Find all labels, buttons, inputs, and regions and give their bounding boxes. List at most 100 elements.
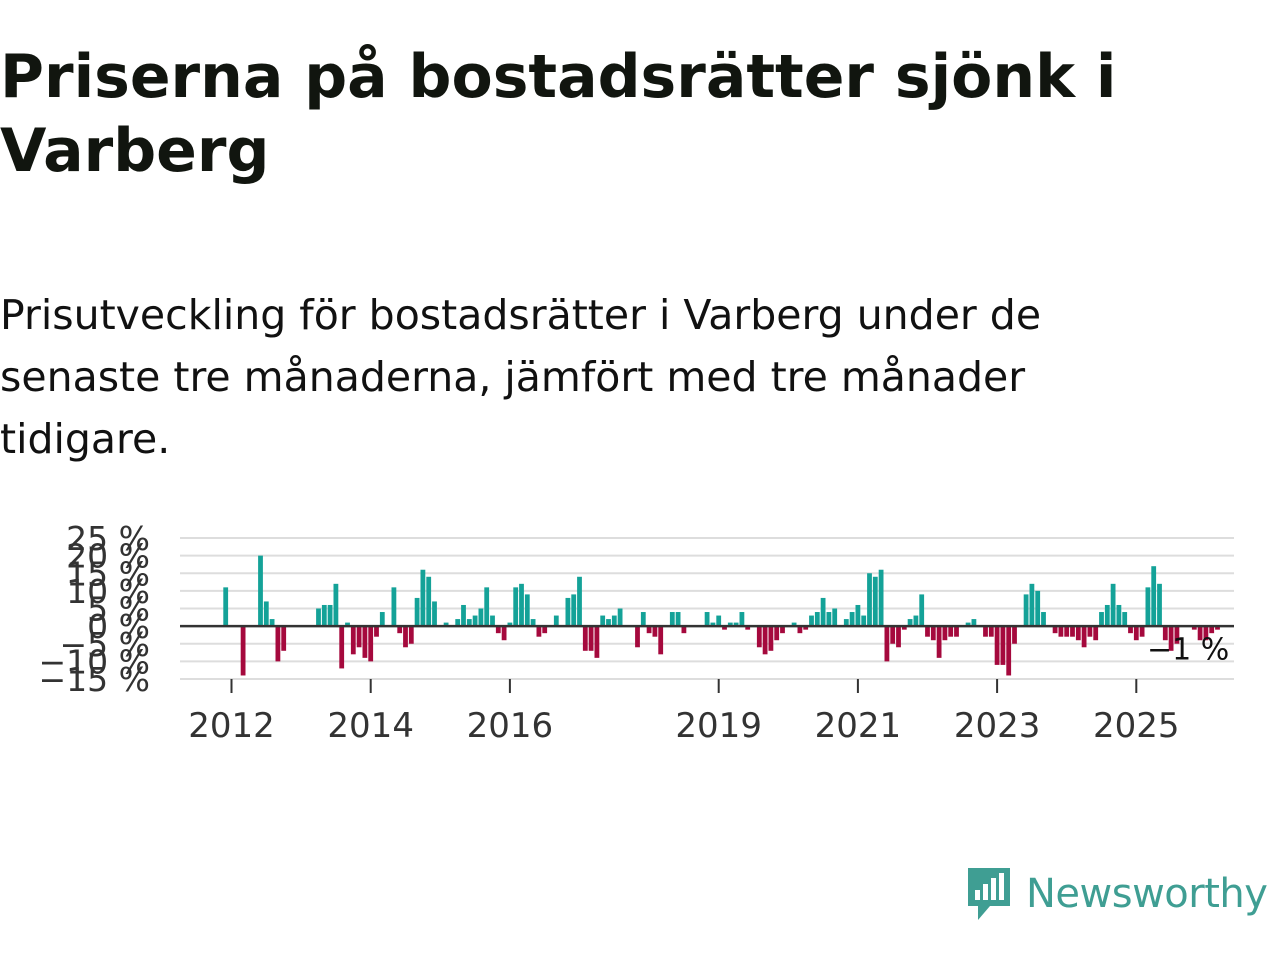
bar xyxy=(669,612,675,627)
x-tick-label: 2012 xyxy=(188,706,275,740)
bar xyxy=(611,615,617,627)
newsworthy-logo[interactable]: Newsworthy xyxy=(964,862,1268,926)
bar xyxy=(368,626,374,662)
bar xyxy=(733,622,739,627)
bar xyxy=(426,576,432,627)
bar xyxy=(832,608,838,627)
bar-series xyxy=(223,555,1220,676)
bar xyxy=(878,569,884,627)
bar xyxy=(397,626,403,634)
bar xyxy=(484,587,490,627)
bar xyxy=(617,608,623,627)
bar xyxy=(391,587,397,627)
bar xyxy=(466,619,472,627)
bar xyxy=(890,626,896,644)
bar xyxy=(826,612,832,627)
bar xyxy=(240,626,246,676)
bar xyxy=(408,626,414,644)
x-tick-label: 2014 xyxy=(327,706,414,740)
bar xyxy=(780,626,785,634)
bar xyxy=(1203,626,1209,641)
bar xyxy=(345,622,350,627)
bar xyxy=(1110,583,1116,627)
y-axis: 25 %20 %15 %10 %5 %0 %−5 %−10 %−15 % xyxy=(39,519,151,699)
bar xyxy=(588,626,594,651)
bar xyxy=(930,626,936,641)
bar xyxy=(756,626,762,648)
bar xyxy=(994,626,1000,665)
newsworthy-logo-icon xyxy=(968,868,1010,920)
bar xyxy=(263,601,269,627)
x-tick-label: 2016 xyxy=(467,706,554,740)
y-tick-label: −10 % xyxy=(39,642,151,681)
bar xyxy=(1191,626,1197,630)
bar xyxy=(1093,626,1099,641)
bar xyxy=(872,576,878,627)
bar xyxy=(600,615,606,627)
bar xyxy=(1052,626,1058,634)
bar xyxy=(1064,626,1070,637)
bar-chart: 25 %20 %15 %10 %5 %0 %−5 %−10 %−15 % 201… xyxy=(39,519,1234,740)
bar xyxy=(896,626,901,648)
bar xyxy=(553,615,559,627)
x-tick-label: 2019 xyxy=(675,706,762,740)
bar xyxy=(420,569,426,627)
x-axis: 2012 2014 2016 2019 2021 2023 2025 xyxy=(188,679,1180,740)
bar xyxy=(582,626,588,651)
bar xyxy=(1075,626,1081,641)
bar xyxy=(814,612,820,627)
bar xyxy=(722,626,727,630)
bar xyxy=(339,626,345,669)
bar xyxy=(258,555,263,627)
bar xyxy=(727,622,733,627)
bar xyxy=(1157,583,1162,627)
bar xyxy=(646,626,652,634)
bar xyxy=(936,626,942,658)
bar xyxy=(432,601,437,627)
bar xyxy=(1058,626,1064,637)
bar xyxy=(901,626,907,630)
bar xyxy=(327,604,333,627)
bar xyxy=(1023,594,1029,627)
bar xyxy=(374,626,379,637)
bar xyxy=(739,612,745,627)
last-value-label: −1 % xyxy=(1147,632,1229,667)
bar xyxy=(472,615,478,627)
bar xyxy=(269,619,275,627)
x-tick-label: 2023 xyxy=(954,706,1041,740)
bar xyxy=(988,626,994,637)
bar xyxy=(820,597,826,627)
bar xyxy=(716,615,722,627)
bar xyxy=(455,619,461,627)
bar xyxy=(913,615,919,627)
bar xyxy=(478,608,484,627)
bar xyxy=(1000,626,1006,665)
bar xyxy=(791,622,797,627)
y-tick-label: −5 % xyxy=(60,625,151,664)
bar xyxy=(1116,604,1122,627)
bar xyxy=(745,626,751,630)
bar xyxy=(606,619,611,627)
bar xyxy=(1029,583,1035,627)
bar xyxy=(907,619,913,627)
brand-name: Newsworthy xyxy=(1026,871,1268,917)
bar xyxy=(954,626,959,637)
bar xyxy=(675,612,681,627)
bar xyxy=(843,619,849,627)
bar xyxy=(704,612,710,627)
bar xyxy=(281,626,287,651)
bar xyxy=(884,626,890,662)
bar xyxy=(1104,604,1110,627)
bar xyxy=(362,626,368,658)
bar xyxy=(1081,626,1087,648)
bar xyxy=(925,626,930,637)
bar xyxy=(652,626,658,637)
bar xyxy=(1122,612,1128,627)
bar xyxy=(1197,626,1203,641)
bar xyxy=(1128,626,1133,634)
bar xyxy=(530,619,536,627)
bar xyxy=(1168,626,1174,651)
bar xyxy=(443,622,449,627)
bar xyxy=(490,615,495,627)
bar xyxy=(710,622,716,627)
